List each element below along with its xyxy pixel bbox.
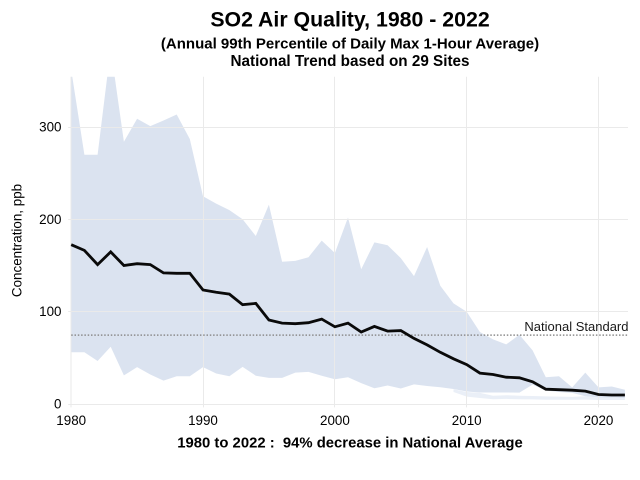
svg-text:2000: 2000: [320, 413, 350, 428]
svg-text:0: 0: [54, 397, 61, 412]
svg-text:1980: 1980: [56, 413, 86, 428]
svg-text:Concentration, ppb: Concentration, ppb: [9, 184, 24, 297]
svg-text:1980 to 2022 : 94% decrease i: 1980 to 2022 : 94% decrease in National …: [177, 436, 522, 452]
svg-text:2020: 2020: [584, 413, 614, 428]
svg-text:(Annual 99th Percentile of Dai: (Annual 99th Percentile of Daily Max 1-H…: [161, 36, 539, 53]
svg-text:National Standard: National Standard: [524, 319, 628, 334]
svg-text:300: 300: [39, 120, 61, 135]
svg-text:SO2 Air Quality, 1980 - 2022: SO2 Air Quality, 1980 - 2022: [210, 8, 489, 32]
svg-text:1990: 1990: [188, 413, 218, 428]
svg-text:100: 100: [39, 304, 61, 319]
svg-text:200: 200: [39, 212, 61, 227]
svg-text:National Trend based on 29 Sit: National Trend based on 29 Sites: [231, 53, 470, 70]
svg-text:2010: 2010: [452, 413, 482, 428]
